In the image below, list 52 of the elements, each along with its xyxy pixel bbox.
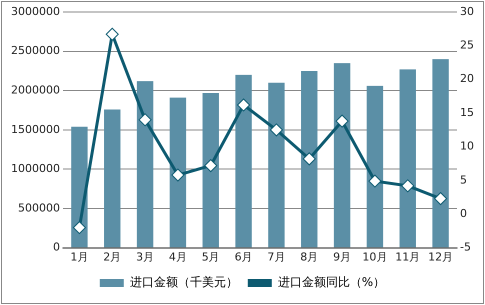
y-tick-label: 1000000 [10,162,60,176]
point [368,174,382,188]
point [401,179,414,192]
x-tick-label: 5月 [202,250,220,264]
bar [334,63,350,248]
y-tick-label: 2000000 [10,83,60,96]
bar [400,69,416,248]
x-tick-label: 8月 [300,250,318,264]
point [434,192,448,206]
point [336,114,349,128]
point [171,168,184,182]
legend-label: 进口金额（千美元） [130,275,238,290]
bar [104,109,120,248]
y2-tick-label: 15 [460,106,474,119]
bar [366,86,384,248]
y2-tick-label: 5 [460,173,468,186]
y2-tick-label: -5 [460,240,471,254]
point [204,159,218,172]
x-tick-label: 9月 [333,250,352,264]
x-tick-label: 10月 [362,250,388,264]
x-tick-label: 3月 [136,250,154,264]
point [302,152,316,166]
bar [202,92,219,248]
x-tick-label: 1月 [70,250,88,264]
y-tick-label: 500000 [18,201,60,214]
point [106,28,119,41]
x-tick-label: 2月 [103,250,122,264]
x-tick-label: 11月 [395,250,420,264]
y2-tick-label: 10 [460,140,474,153]
y2-tick-label: 25 [460,38,474,52]
y-tick-label: 3000000 [10,4,60,18]
point [270,123,283,136]
bar [432,59,449,248]
legend-label: 进口金额同比（%） [278,275,386,290]
bar [301,70,318,248]
y-tick-label: 1500000 [10,122,60,136]
y-tick-label: 2500000 [10,44,60,58]
point [72,221,86,234]
x-tick-label: 7月 [267,250,286,264]
y-tick-label: 0 [52,240,60,254]
y2-tick-label: 30 [460,4,474,18]
y2-tick-label: 20 [460,72,474,86]
y2-tick-label: 0 [460,206,468,220]
bar [170,98,186,248]
x-tick-label: 6月 [234,250,253,264]
point [138,113,152,126]
bar [136,81,154,248]
bar [235,74,252,248]
x-tick-label: 4月 [168,250,187,264]
bar [268,82,285,248]
x-tick-label: 12月 [428,250,454,264]
point [237,98,250,112]
